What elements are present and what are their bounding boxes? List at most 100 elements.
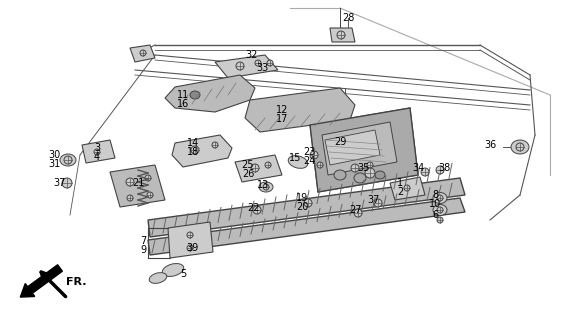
Polygon shape <box>310 108 418 192</box>
Text: 22: 22 <box>247 203 259 213</box>
Text: 8: 8 <box>432 190 438 200</box>
Circle shape <box>310 151 318 159</box>
Ellipse shape <box>375 171 385 179</box>
Text: 2: 2 <box>397 187 403 197</box>
Circle shape <box>187 232 193 238</box>
Text: 28: 28 <box>342 13 354 23</box>
Polygon shape <box>390 177 425 200</box>
Text: 24: 24 <box>303 156 315 166</box>
Circle shape <box>187 245 193 251</box>
Circle shape <box>255 60 261 66</box>
Text: 34: 34 <box>412 163 424 173</box>
Circle shape <box>64 156 72 164</box>
Text: 25: 25 <box>242 160 254 170</box>
Circle shape <box>404 185 410 191</box>
Circle shape <box>304 199 312 207</box>
Ellipse shape <box>354 173 366 183</box>
Circle shape <box>317 162 323 168</box>
Circle shape <box>351 164 359 172</box>
Text: 39: 39 <box>186 243 198 253</box>
Text: 12: 12 <box>276 105 288 115</box>
Text: 17: 17 <box>276 114 288 124</box>
Circle shape <box>367 162 373 168</box>
Polygon shape <box>245 88 355 132</box>
Text: 10: 10 <box>429 199 441 209</box>
Text: 19: 19 <box>296 193 308 203</box>
Circle shape <box>94 149 100 155</box>
Circle shape <box>62 178 72 188</box>
Circle shape <box>374 199 382 207</box>
Ellipse shape <box>259 182 273 192</box>
Text: 31: 31 <box>48 159 60 169</box>
Ellipse shape <box>149 273 167 284</box>
Text: 16: 16 <box>177 99 189 109</box>
Ellipse shape <box>334 170 346 180</box>
Text: 32: 32 <box>246 50 258 60</box>
Text: 35: 35 <box>357 163 369 173</box>
Text: 18: 18 <box>187 147 199 157</box>
Text: 20: 20 <box>296 202 308 212</box>
Text: 6: 6 <box>432 210 438 220</box>
Circle shape <box>212 142 218 148</box>
Text: 30: 30 <box>48 150 60 160</box>
Text: 3: 3 <box>94 143 100 153</box>
Text: 27: 27 <box>349 205 361 215</box>
Text: 15: 15 <box>289 153 301 163</box>
Text: 4: 4 <box>94 152 100 162</box>
Text: 26: 26 <box>242 169 254 179</box>
Text: 11: 11 <box>177 90 189 100</box>
Polygon shape <box>110 165 165 207</box>
Text: 36: 36 <box>484 140 496 150</box>
Circle shape <box>236 62 244 70</box>
Circle shape <box>365 168 375 178</box>
Circle shape <box>437 217 443 223</box>
Circle shape <box>191 146 199 154</box>
Polygon shape <box>165 75 255 112</box>
Text: 33: 33 <box>256 63 268 73</box>
Ellipse shape <box>288 156 308 168</box>
Circle shape <box>354 209 362 217</box>
Text: 21: 21 <box>132 178 144 188</box>
Polygon shape <box>322 122 397 175</box>
Polygon shape <box>148 198 465 255</box>
Text: 13: 13 <box>257 180 269 190</box>
Circle shape <box>516 143 524 151</box>
Text: 23: 23 <box>303 147 315 157</box>
Text: 1: 1 <box>397 178 403 188</box>
Ellipse shape <box>190 91 200 99</box>
Polygon shape <box>330 28 355 42</box>
Text: FR.: FR. <box>66 277 87 287</box>
Circle shape <box>267 60 273 66</box>
Circle shape <box>421 168 429 176</box>
Circle shape <box>337 31 345 39</box>
Circle shape <box>127 195 133 201</box>
Polygon shape <box>325 130 380 165</box>
Circle shape <box>253 206 261 214</box>
Text: 37: 37 <box>368 195 380 205</box>
Circle shape <box>251 164 259 172</box>
Polygon shape <box>172 135 232 167</box>
Text: 7: 7 <box>140 236 146 246</box>
Polygon shape <box>82 140 115 163</box>
Polygon shape <box>168 222 213 258</box>
Polygon shape <box>130 45 155 62</box>
Text: 29: 29 <box>334 137 346 147</box>
Circle shape <box>437 195 443 201</box>
Polygon shape <box>215 55 278 78</box>
Circle shape <box>265 162 271 168</box>
Circle shape <box>126 178 134 186</box>
Text: 5: 5 <box>180 269 186 279</box>
FancyArrow shape <box>20 265 62 297</box>
Ellipse shape <box>162 264 184 276</box>
Polygon shape <box>235 155 282 182</box>
Ellipse shape <box>60 154 76 166</box>
Text: 9: 9 <box>140 245 146 255</box>
Circle shape <box>145 175 151 181</box>
Polygon shape <box>148 178 465 237</box>
Circle shape <box>436 166 444 174</box>
Ellipse shape <box>511 140 529 154</box>
Circle shape <box>263 184 269 190</box>
Circle shape <box>140 50 146 56</box>
Circle shape <box>147 192 153 198</box>
Ellipse shape <box>433 204 447 215</box>
